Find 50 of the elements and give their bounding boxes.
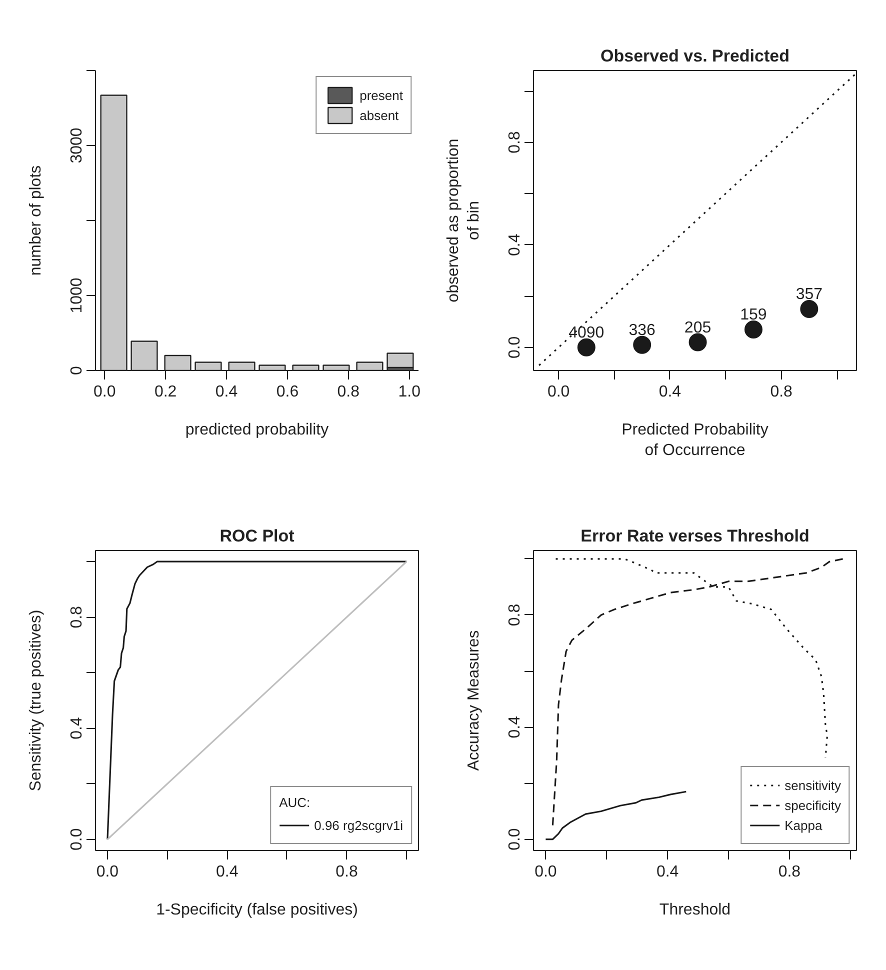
annotation: 336 — [628, 322, 656, 339]
legend-label: Kappa — [784, 818, 822, 832]
legend-label: absent — [360, 108, 399, 122]
y-axis-title: number of plots — [28, 165, 44, 276]
annotation: 4090 — [568, 324, 604, 342]
x-tick-label: 1.0 — [398, 384, 421, 400]
x-tick-label: 0.4 — [658, 384, 682, 400]
y-tick-label: 0.0 — [506, 828, 524, 850]
x-axis-title: predicted probability — [185, 422, 329, 438]
y-tick-label: 0.8 — [506, 604, 524, 626]
x-tick-label: 0.8 — [770, 384, 793, 400]
x-tick-label: 0.4 — [656, 864, 679, 880]
y-axis-title: Sensitivity (true positives) — [28, 610, 44, 792]
x-tick-label: 0.8 — [778, 864, 801, 880]
y-tick-label: 0.0 — [68, 828, 86, 851]
annotation: 357 — [796, 286, 823, 303]
y-tick-label: 0.0 — [506, 336, 524, 359]
x-tick-label: 0.0 — [547, 384, 570, 400]
annotation: 205 — [684, 319, 712, 336]
x-tick-label: 0.0 — [94, 384, 116, 400]
legend-label: present — [360, 88, 403, 102]
y-tick-label: 0.8 — [68, 606, 86, 628]
x-axis-title: Threshold — [659, 902, 731, 918]
legend-label: 0.96 rg2scgrv1i — [314, 818, 403, 832]
legend-title: AUC: — [279, 795, 312, 810]
y-tick-label: 1000 — [68, 278, 86, 314]
y-tick-label: 0.8 — [506, 131, 524, 154]
x-tick-label: 0.2 — [154, 384, 177, 400]
x-tick-label: 0.4 — [216, 864, 238, 880]
y-tick-label: 0.4 — [506, 716, 524, 738]
x-tick-label: 0.4 — [215, 384, 238, 400]
x-axis-title: Predicted Probability of Occurrence — [622, 422, 768, 459]
x-axis-title: 1-Specificity (false positives) — [156, 902, 358, 918]
x-tick-label: 0.6 — [276, 384, 299, 400]
chart-title: ROC Plot — [220, 526, 295, 546]
y-tick-label: 3000 — [68, 128, 86, 164]
legend-label: specificity — [784, 798, 841, 812]
y-tick-label: 0.4 — [506, 234, 524, 256]
chart-title: Observed vs. Predicted — [600, 46, 790, 66]
y-tick-label: 0 — [68, 366, 86, 375]
x-tick-label: 0.0 — [96, 864, 119, 880]
x-tick-label: 0.0 — [534, 864, 557, 880]
x-tick-label: 0.8 — [336, 864, 358, 880]
y-axis-title: observed as proportion of bin — [445, 138, 482, 302]
legend-label: sensitivity — [784, 778, 841, 792]
y-tick-label: 0.4 — [68, 717, 86, 740]
annotation: 159 — [740, 306, 767, 324]
x-tick-label: 0.8 — [337, 384, 360, 400]
y-axis-title: Accuracy Measures — [466, 630, 482, 771]
chart-title: Error Rate verses Threshold — [580, 526, 810, 546]
